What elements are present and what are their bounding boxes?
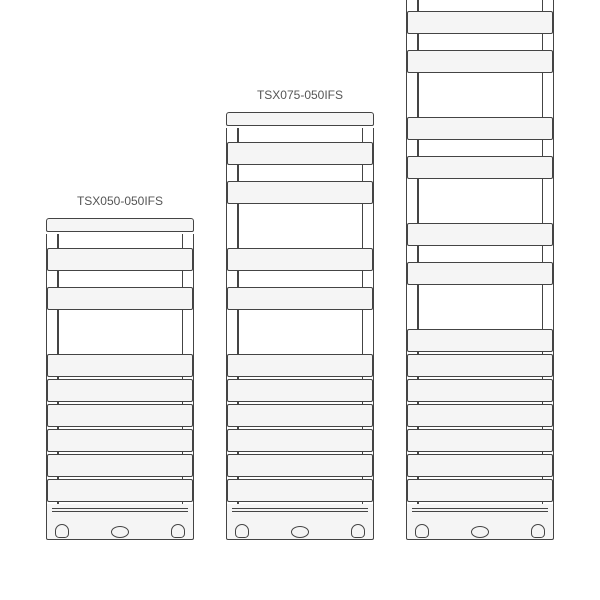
valve-icon <box>55 524 69 538</box>
bar <box>47 248 193 271</box>
bar <box>407 11 553 34</box>
rail-section <box>46 234 194 504</box>
radiator-tsx050: TSX050-050IFS <box>46 194 194 540</box>
valve-icon <box>291 526 309 538</box>
bar <box>227 479 373 502</box>
bar <box>227 354 373 377</box>
top-cap <box>226 112 374 126</box>
valve-icon <box>111 526 129 538</box>
rail-section <box>226 128 374 504</box>
bar <box>47 454 193 477</box>
bar <box>407 50 553 73</box>
radiator-label: TSX050-050IFS <box>77 194 163 208</box>
bar <box>227 248 373 271</box>
bar <box>407 329 553 352</box>
valve-icon <box>171 524 185 538</box>
radiator-tsx100: TSX100-050IFS <box>406 0 554 540</box>
bar <box>407 117 553 140</box>
radiator-label: TSX075-050IFS <box>257 88 343 102</box>
bar <box>47 479 193 502</box>
rail-section <box>406 0 554 504</box>
valve-icon <box>471 526 489 538</box>
bar <box>47 287 193 310</box>
bar <box>47 429 193 452</box>
valve-group <box>235 522 365 538</box>
bar <box>407 454 553 477</box>
bar <box>407 429 553 452</box>
valve-group <box>55 522 185 538</box>
bar <box>407 354 553 377</box>
bar <box>227 181 373 204</box>
valve-icon <box>351 524 365 538</box>
bar <box>47 379 193 402</box>
bar <box>227 379 373 402</box>
bar <box>227 404 373 427</box>
bar <box>407 379 553 402</box>
radiator-body <box>46 218 194 540</box>
radiator-body <box>406 0 554 540</box>
valve-group <box>415 522 545 538</box>
bar <box>407 262 553 285</box>
bar <box>407 223 553 246</box>
bar <box>407 156 553 179</box>
bar <box>407 479 553 502</box>
bar <box>227 454 373 477</box>
bar <box>407 404 553 427</box>
valve-icon <box>415 524 429 538</box>
bar <box>227 142 373 165</box>
top-cap <box>46 218 194 232</box>
valve-icon <box>531 524 545 538</box>
bar <box>227 287 373 310</box>
bar <box>227 429 373 452</box>
radiator-tsx075: TSX075-050IFS <box>226 88 374 540</box>
diagram-container: TSX050-050IFS <box>30 30 570 540</box>
bar <box>47 404 193 427</box>
bar <box>47 354 193 377</box>
radiator-body <box>226 112 374 540</box>
radiator-base <box>406 504 554 540</box>
valve-icon <box>235 524 249 538</box>
radiator-base <box>46 504 194 540</box>
radiator-base <box>226 504 374 540</box>
